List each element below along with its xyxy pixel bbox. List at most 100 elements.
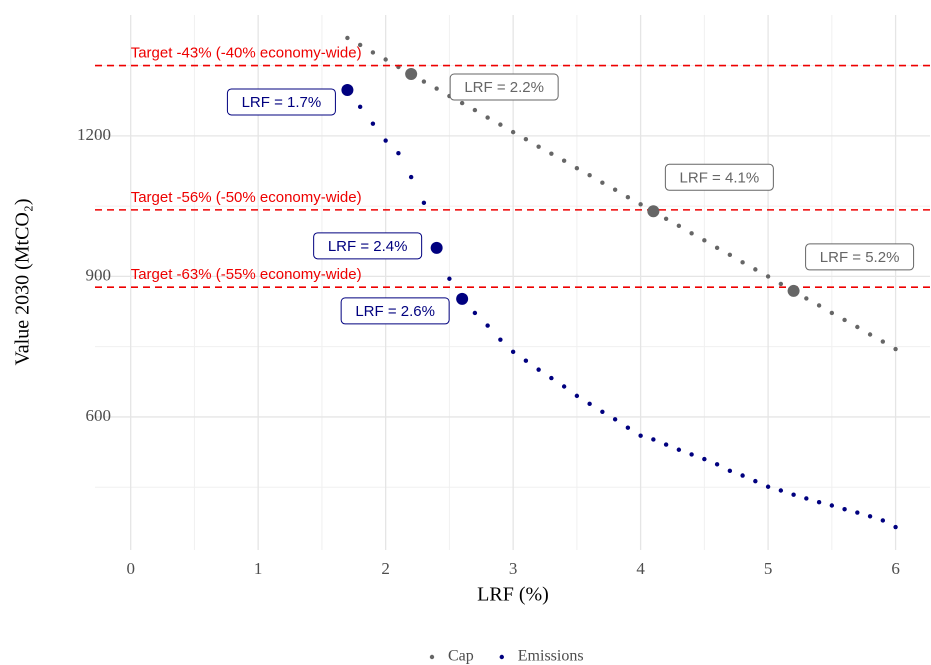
legend-marker <box>499 654 504 660</box>
legend-label: Cap <box>448 648 474 665</box>
point <box>472 310 478 316</box>
point <box>536 367 541 372</box>
point <box>447 276 452 281</box>
point <box>625 195 631 200</box>
point <box>357 42 363 48</box>
point <box>638 202 643 207</box>
point <box>702 238 707 243</box>
label-box <box>805 243 915 271</box>
point <box>498 337 503 342</box>
point <box>804 296 809 301</box>
point <box>472 107 478 113</box>
label-box <box>449 73 559 101</box>
point <box>485 115 490 120</box>
point <box>498 122 503 127</box>
point <box>740 473 745 478</box>
point <box>574 393 580 399</box>
point <box>727 252 733 258</box>
x-tick-label: 4 <box>636 559 645 578</box>
point <box>396 151 401 156</box>
highlight-point <box>405 68 418 81</box>
point <box>765 484 771 489</box>
point <box>740 260 745 265</box>
x-tick-label: 0 <box>126 559 135 578</box>
point <box>676 447 682 452</box>
point <box>370 50 376 55</box>
point <box>804 496 809 501</box>
point <box>714 245 720 251</box>
highlight-point <box>456 292 469 305</box>
point <box>663 216 669 221</box>
point <box>727 468 733 474</box>
point <box>536 144 541 149</box>
point <box>651 437 656 442</box>
point <box>778 281 784 287</box>
highlight-point <box>341 83 354 96</box>
target-label: Target -56% (-50% economy-wide) <box>131 189 362 206</box>
point <box>383 57 388 62</box>
point <box>383 138 388 143</box>
point-label: LRF = 2.2% <box>464 79 544 96</box>
x-tick-label: 6 <box>891 559 900 578</box>
point <box>357 104 363 110</box>
point <box>510 349 516 355</box>
point <box>459 100 465 106</box>
point <box>689 231 694 236</box>
point <box>612 417 618 422</box>
legend-marker <box>429 654 435 660</box>
point <box>765 274 771 279</box>
point <box>714 462 720 467</box>
x-tick-label: 2 <box>381 559 390 578</box>
label-box <box>226 88 336 116</box>
point <box>523 358 529 363</box>
x-tick-label: 3 <box>509 559 518 578</box>
point <box>561 158 567 163</box>
point <box>855 510 860 515</box>
point <box>880 518 886 523</box>
point <box>676 223 682 229</box>
point <box>816 500 822 505</box>
point <box>523 136 529 142</box>
y-tick-label: 1200 <box>77 125 111 144</box>
label-box <box>340 297 450 325</box>
point <box>829 503 835 508</box>
point <box>842 507 847 512</box>
point-label: LRF = 4.1% <box>680 169 760 186</box>
label-box <box>313 232 423 260</box>
point <box>574 165 580 171</box>
point <box>663 442 669 447</box>
point <box>421 79 427 84</box>
point <box>600 409 605 414</box>
point <box>561 384 567 389</box>
point-label: LRF = 2.4% <box>328 238 408 255</box>
point <box>893 346 898 352</box>
x-axis-title: LRF (%) <box>477 584 549 606</box>
point <box>638 433 643 438</box>
target-label: Target -43% (-40% economy-wide) <box>131 45 362 62</box>
x-tick-label: 5 <box>764 559 773 578</box>
point <box>612 187 618 192</box>
point <box>485 323 490 328</box>
point <box>587 173 592 178</box>
label-box <box>664 163 774 191</box>
point <box>753 267 758 272</box>
point <box>587 401 592 407</box>
point <box>855 324 860 330</box>
point <box>421 200 427 206</box>
point <box>600 180 605 185</box>
point <box>549 151 554 156</box>
point-label: LRF = 1.7% <box>242 94 322 111</box>
point <box>345 35 350 41</box>
point <box>893 524 898 530</box>
point-label: LRF = 2.6% <box>355 303 435 320</box>
legend-label: Emissions <box>518 648 584 665</box>
y-tick-label: 600 <box>86 406 112 425</box>
point <box>867 514 873 519</box>
point <box>842 317 847 323</box>
point <box>778 488 784 493</box>
point <box>625 425 631 430</box>
y-tick-label: 900 <box>86 265 112 284</box>
point <box>702 456 707 462</box>
point <box>434 86 439 91</box>
